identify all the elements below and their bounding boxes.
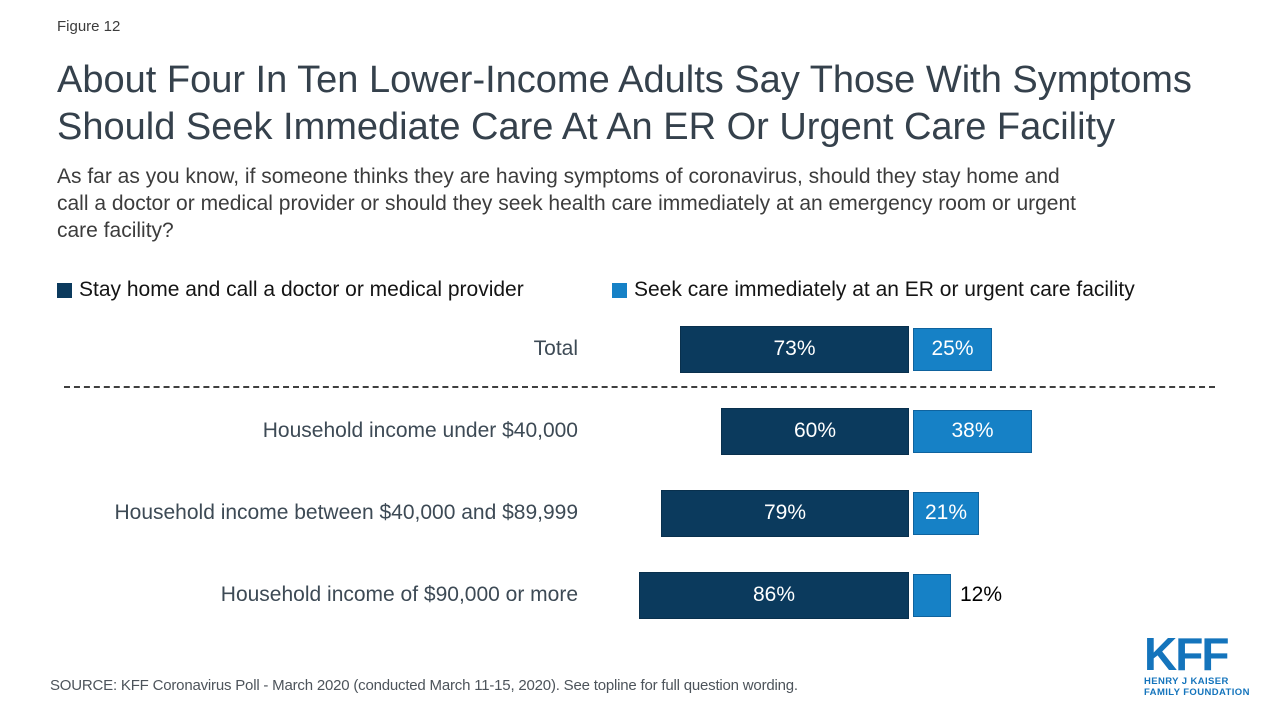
question-line-1: As far as you know, if someone thinks th…	[57, 165, 1060, 188]
legend-swatch-seek-care-icon	[612, 283, 627, 298]
source-note: SOURCE: KFF Coronavirus Poll - March 202…	[50, 677, 798, 694]
kff-logo-subtext-1: HENRY J KAISER	[1144, 676, 1229, 687]
legend-swatch-stay-home-icon	[57, 283, 72, 298]
kff-logo: KFF HENRY J KAISER FAMILY FOUNDATION	[1144, 628, 1250, 698]
category-label: Household income of $90,000 or more	[220, 583, 578, 606]
question-line-2: call a doctor or medical provider or sho…	[57, 192, 1077, 215]
legend-item-seek-care: Seek care immediately at an ER or urgent…	[612, 278, 1135, 302]
question-line-3: care facility?	[57, 219, 174, 242]
category-label: Total	[533, 337, 578, 360]
page-title: About Four In Ten Lower-Income Adults Sa…	[57, 57, 1242, 151]
kff-logo-text: KFF	[1144, 628, 1229, 680]
legend-item-stay-home: Stay home and call a doctor or medical p…	[57, 278, 524, 302]
legend-label-seek-care: Seek care immediately at an ER or urgent…	[634, 278, 1135, 301]
bar-segment-stay-home: 79%	[661, 489, 909, 537]
bar-segment-stay-home: 60%	[721, 407, 909, 455]
kff-logo-subtext-2: FAMILY FOUNDATION	[1144, 687, 1250, 698]
bar-segment-seek-care	[913, 573, 951, 617]
chart-legend: Stay home and call a doctor or medical p…	[0, 278, 1280, 304]
category-label: Household income between $40,000 and $89…	[114, 501, 578, 524]
figure-label: Figure 12	[57, 18, 121, 35]
legend-label-stay-home: Stay home and call a doctor or medical p…	[79, 278, 524, 301]
bar-segment-seek-care: 25%	[913, 327, 992, 371]
question-text: As far as you know, if someone thinks th…	[57, 163, 1242, 244]
bar-value-outside-label: 12%	[960, 583, 1003, 606]
title-line-2: Should Seek Immediate Care At An ER Or U…	[57, 106, 1116, 148]
category-label: Household income under $40,000	[262, 419, 578, 442]
bar-segment-stay-home: 86%	[639, 571, 909, 619]
bar-segment-seek-care: 21%	[913, 491, 979, 535]
total-divider	[64, 386, 1215, 388]
title-line-1: About Four In Ten Lower-Income Adults Sa…	[57, 59, 1192, 101]
bar-segment-seek-care: 38%	[913, 409, 1032, 453]
bar-segment-stay-home: 73%	[680, 325, 909, 373]
